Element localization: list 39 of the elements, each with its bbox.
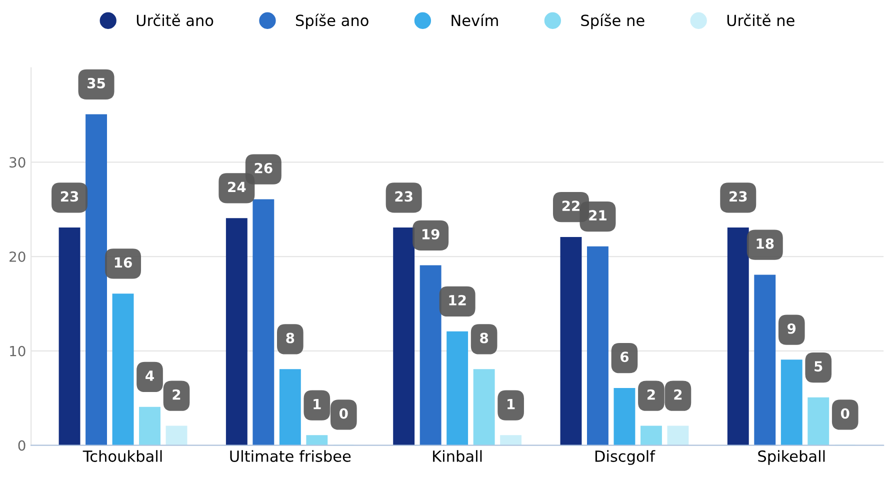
x-tick-label: Tchoukball xyxy=(82,450,162,462)
data-label: 1 xyxy=(508,398,515,410)
x-tick-label: Spikeball xyxy=(758,450,825,465)
data-label: 35 xyxy=(88,78,105,88)
y-tick-label: 20 xyxy=(10,251,26,262)
data-label: 6 xyxy=(620,352,629,362)
data-label: 2 xyxy=(172,389,180,400)
x-tick-label: Kinball xyxy=(433,450,482,462)
data-label: 5 xyxy=(814,361,822,372)
data-label: 2 xyxy=(647,389,655,400)
data-label: 1 xyxy=(314,398,321,410)
data-label: 23 xyxy=(395,191,412,202)
data-label: 8 xyxy=(286,332,294,344)
data-label: 0 xyxy=(840,408,850,419)
data-label: 19 xyxy=(422,228,440,240)
legend-label: Nevím xyxy=(452,14,498,26)
legend-label: Určitě ne xyxy=(727,14,794,26)
x-tick-label: Discgolf xyxy=(595,450,656,465)
data-label: 12 xyxy=(449,294,466,306)
data-label: 0 xyxy=(339,408,348,419)
legend-label: Spíše ano xyxy=(296,14,368,30)
data-label: 16 xyxy=(114,257,132,268)
data-label: 22 xyxy=(562,200,580,211)
data-label: 4 xyxy=(146,370,154,381)
legend-label: Určitě ano xyxy=(136,14,214,26)
data-label: 2 xyxy=(674,389,682,400)
y-tick-label: 0 xyxy=(18,440,26,451)
data-label: 24 xyxy=(228,182,246,192)
data-label: 9 xyxy=(788,323,796,334)
y-tick-label: 10 xyxy=(10,346,26,356)
legend-label: Spíše ne xyxy=(581,14,644,30)
data-label: 21 xyxy=(589,210,606,220)
y-tick-label: 30 xyxy=(10,157,26,168)
data-label: 23 xyxy=(730,191,747,202)
data-label: 8 xyxy=(480,332,488,344)
x-tick-label: Ultimate frisbee xyxy=(230,450,351,462)
data-label: 23 xyxy=(60,191,78,202)
data-label: 26 xyxy=(254,162,272,174)
data-label: 18 xyxy=(756,238,774,249)
